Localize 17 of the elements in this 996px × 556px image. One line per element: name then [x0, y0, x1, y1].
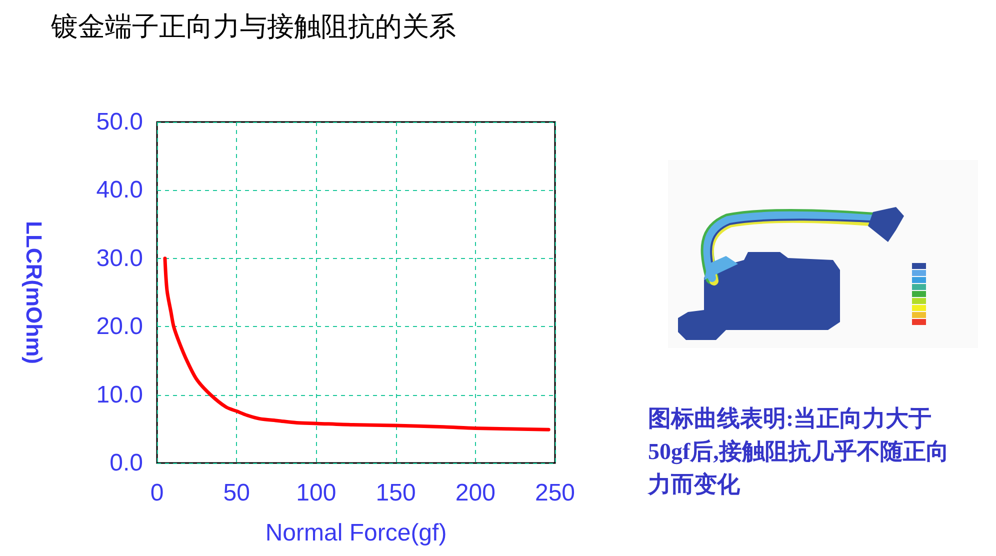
- x-tick-label: 50: [223, 480, 250, 506]
- y-tick-label: 20.0: [96, 313, 143, 340]
- x-tick-label: 100: [296, 480, 336, 506]
- y-tick-label: 0.0: [110, 450, 143, 476]
- y-axis-title: LLCR(mOhm): [22, 221, 46, 364]
- x-axis-title: Normal Force(gf): [265, 520, 447, 546]
- x-tick-label: 0: [150, 480, 164, 506]
- y-tick-label: 30.0: [96, 244, 143, 272]
- text: 图标曲线表明:当正向力大于50gf后,接触阻抗几乎不随正向力而变化: [648, 405, 950, 499]
- x-tick-label: 150: [376, 480, 416, 506]
- y-tick-label: 50.0: [96, 108, 143, 136]
- x-tick-label: 200: [455, 480, 496, 506]
- y-tick-label: 10.0: [96, 381, 143, 408]
- x-tick-label: 250: [534, 480, 576, 506]
- chart-title: 镀金端子正向力与接触阻抗的关系: [50, 12, 456, 42]
- y-tick-label: 40.0: [96, 176, 143, 204]
- line-series: [163, 256, 550, 432]
